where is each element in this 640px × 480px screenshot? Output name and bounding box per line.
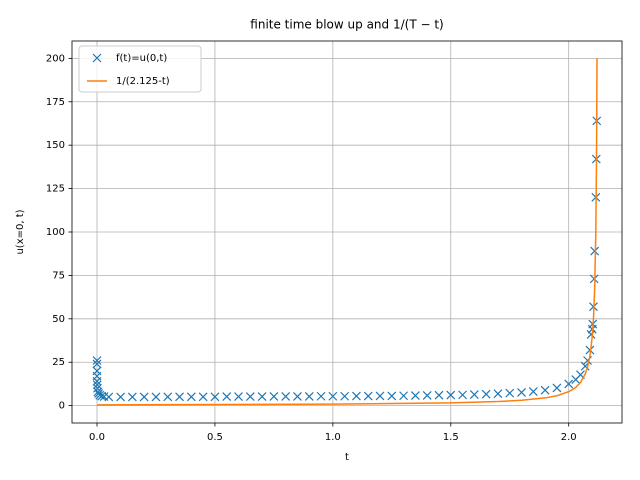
x-marker (458, 390, 467, 400)
x-marker (552, 383, 562, 393)
x-marker (104, 392, 114, 402)
x-marker (564, 379, 574, 389)
y-tick-label: 150 (46, 140, 65, 151)
x-marker (446, 390, 456, 400)
x-marker (245, 392, 255, 402)
x-marker (269, 392, 279, 401)
x-marker (257, 392, 267, 402)
x-marker (434, 390, 444, 400)
x-marker (481, 389, 491, 399)
y-tick-label: 50 (52, 314, 65, 325)
x-marker (281, 392, 291, 401)
x-tick-label: 1.0 (325, 432, 341, 443)
x-marker (234, 392, 243, 402)
x-marker (528, 387, 538, 396)
x-marker (97, 391, 107, 401)
x-marker (586, 330, 596, 339)
y-tick-label: 25 (52, 357, 65, 368)
line (96, 58, 598, 406)
x-marker (363, 391, 373, 401)
x-marker (517, 388, 526, 397)
x-marker (92, 359, 102, 369)
y-tick-label: 200 (46, 53, 65, 64)
x-marker (410, 391, 420, 400)
x-marker (92, 356, 102, 365)
axes-frame (71, 40, 623, 424)
x-marker (590, 246, 600, 256)
y-axis-label: u(x=0, t) (15, 209, 26, 254)
x-marker (304, 392, 314, 401)
x-marker (116, 392, 126, 402)
x-axis-label: t (345, 452, 349, 463)
x-marker (493, 389, 503, 399)
legend-box (78, 45, 202, 93)
y-tick-label: 125 (46, 184, 65, 195)
x-tick-label: 2.0 (561, 432, 577, 443)
x-marker (175, 392, 184, 402)
legend-label: 1/(2.125-t) (116, 76, 170, 87)
legend-label: f(t)=u(0,t) (116, 53, 167, 64)
x-marker (92, 376, 102, 386)
x-marker (210, 392, 220, 402)
x-marker (540, 385, 550, 395)
x-marker (186, 392, 196, 402)
y-tick-label: 100 (46, 227, 65, 238)
x-marker (198, 392, 208, 402)
x-marker (163, 392, 173, 402)
x-marker (139, 392, 149, 402)
x-marker (151, 392, 161, 402)
y-tick-label: 75 (52, 270, 65, 281)
chart-title: finite time blow up and 1/(T − t) (250, 18, 443, 32)
x-marker (352, 391, 361, 401)
x-tick-label: 1.5 (443, 432, 459, 443)
x-marker (92, 380, 102, 390)
x-marker (375, 391, 385, 401)
x-marker (422, 390, 432, 400)
x-marker (399, 391, 409, 401)
x-marker (387, 391, 397, 401)
y-tick-label: 175 (46, 97, 65, 108)
x-marker (127, 392, 137, 402)
x-marker (505, 388, 515, 398)
x-marker (93, 383, 102, 393)
x-marker (340, 391, 350, 401)
x-marker (293, 392, 302, 401)
x-tick-label: 0.5 (207, 432, 223, 443)
x-marker (316, 391, 326, 401)
x-marker (328, 391, 338, 401)
y-tick-label: 0 (59, 401, 65, 412)
plot-area (92, 58, 602, 406)
x-marker (92, 53, 102, 63)
x-tick-label: 0.0 (89, 432, 105, 443)
x-marker (469, 390, 479, 399)
x-marker (222, 392, 232, 402)
